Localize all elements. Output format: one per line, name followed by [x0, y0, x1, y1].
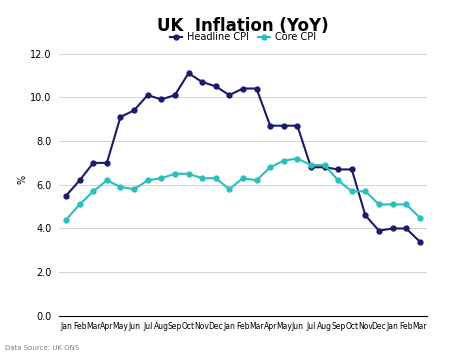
Headline CPI: [376, 229, 382, 233]
Core CPI: [118, 185, 123, 189]
Line: Headline CPI: Headline CPI: [64, 71, 422, 244]
Headline CPI: [213, 84, 219, 88]
Title: UK  Inflation (YoY): UK Inflation (YoY): [157, 17, 329, 36]
Core CPI: [294, 156, 300, 160]
Core CPI: [267, 165, 273, 169]
Headline CPI: [199, 80, 205, 84]
Core CPI: [91, 189, 96, 193]
Core CPI: [199, 176, 205, 180]
Core CPI: [145, 178, 151, 182]
Headline CPI: [104, 161, 109, 165]
Core CPI: [349, 189, 355, 193]
Core CPI: [308, 163, 314, 167]
Core CPI: [240, 176, 246, 180]
Headline CPI: [172, 93, 178, 97]
Core CPI: [131, 187, 137, 191]
Headline CPI: [186, 71, 191, 75]
Text: Data Source: UK ONS: Data Source: UK ONS: [5, 345, 79, 351]
Core CPI: [158, 176, 164, 180]
Core CPI: [63, 218, 69, 222]
Headline CPI: [118, 115, 123, 119]
Headline CPI: [254, 86, 259, 91]
Core CPI: [390, 202, 395, 207]
Core CPI: [417, 215, 423, 220]
Headline CPI: [403, 226, 409, 231]
Headline CPI: [131, 108, 137, 113]
Headline CPI: [281, 124, 287, 128]
Headline CPI: [227, 93, 232, 97]
Headline CPI: [294, 124, 300, 128]
Core CPI: [77, 202, 82, 207]
Headline CPI: [363, 213, 368, 218]
Headline CPI: [77, 178, 82, 182]
Core CPI: [172, 172, 178, 176]
Headline CPI: [308, 165, 314, 169]
Headline CPI: [158, 97, 164, 102]
Headline CPI: [349, 167, 355, 171]
Core CPI: [104, 178, 109, 182]
Core CPI: [254, 178, 259, 182]
Core CPI: [281, 159, 287, 163]
Headline CPI: [145, 93, 151, 97]
Core CPI: [335, 178, 341, 182]
Line: Core CPI: Core CPI: [64, 156, 422, 222]
Core CPI: [227, 187, 232, 191]
Core CPI: [363, 189, 368, 193]
Headline CPI: [417, 240, 423, 244]
Headline CPI: [335, 167, 341, 171]
Headline CPI: [322, 165, 328, 169]
Core CPI: [376, 202, 382, 207]
Y-axis label: %: %: [18, 175, 27, 184]
Core CPI: [186, 172, 191, 176]
Headline CPI: [390, 226, 395, 231]
Core CPI: [322, 163, 328, 167]
Core CPI: [213, 176, 219, 180]
Headline CPI: [240, 86, 246, 91]
Core CPI: [403, 202, 409, 207]
Headline CPI: [63, 193, 69, 198]
Legend: Headline CPI, Core CPI: Headline CPI, Core CPI: [166, 28, 320, 46]
Headline CPI: [91, 161, 96, 165]
Headline CPI: [267, 124, 273, 128]
